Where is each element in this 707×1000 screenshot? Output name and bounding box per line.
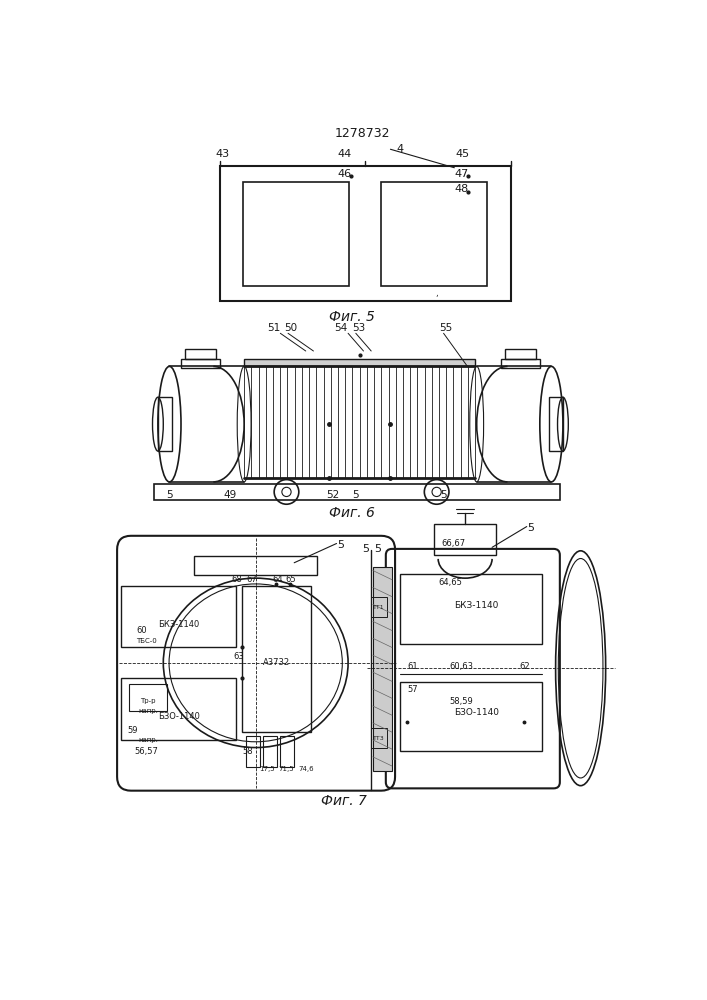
- Text: 63: 63: [233, 652, 244, 661]
- Text: Фиг. 7: Фиг. 7: [321, 794, 367, 808]
- Text: 5: 5: [440, 490, 447, 500]
- Bar: [242, 586, 311, 732]
- Text: 66,67: 66,67: [441, 539, 466, 548]
- Text: ,: ,: [436, 289, 438, 298]
- Text: БЗО-1140: БЗО-1140: [158, 712, 199, 721]
- Bar: [219, 166, 510, 301]
- Text: 5: 5: [351, 490, 358, 500]
- Text: 48: 48: [454, 184, 469, 194]
- Text: ТТ1: ТТ1: [373, 605, 385, 610]
- Bar: [371, 597, 387, 617]
- Bar: [371, 728, 387, 748]
- Bar: [194, 556, 317, 575]
- Bar: [399, 682, 542, 751]
- Text: 60,63: 60,63: [449, 662, 473, 671]
- Text: А3732: А3732: [263, 658, 290, 667]
- Bar: [121, 678, 236, 740]
- Text: 47: 47: [454, 169, 469, 179]
- Bar: [381, 182, 487, 286]
- Text: 5: 5: [337, 540, 344, 550]
- Bar: [281, 736, 294, 767]
- Text: 43: 43: [216, 149, 230, 159]
- Bar: [121, 586, 236, 647]
- Text: напр.: напр.: [138, 737, 158, 743]
- Text: 1278732: 1278732: [334, 127, 390, 140]
- Text: 44: 44: [337, 149, 351, 159]
- Bar: [244, 359, 475, 366]
- Text: ТБС-0: ТБС-0: [136, 638, 157, 644]
- Bar: [154, 484, 560, 500]
- Bar: [549, 397, 563, 451]
- Text: напр.: напр.: [138, 708, 158, 714]
- Text: 54: 54: [334, 323, 347, 333]
- Text: 51: 51: [267, 323, 280, 333]
- Text: 74,6: 74,6: [298, 766, 314, 772]
- Text: 58: 58: [243, 747, 253, 756]
- Text: 68: 68: [231, 575, 242, 584]
- Bar: [506, 349, 536, 359]
- Bar: [247, 736, 260, 767]
- Text: 49: 49: [223, 490, 237, 500]
- Text: 5: 5: [375, 544, 382, 554]
- Bar: [181, 359, 219, 368]
- Text: 17,5: 17,5: [259, 766, 275, 772]
- Text: Фиг. 5: Фиг. 5: [329, 310, 375, 324]
- Text: 64,65: 64,65: [438, 578, 462, 586]
- Text: 58,59: 58,59: [450, 697, 473, 706]
- Text: 71,5: 71,5: [279, 766, 294, 772]
- Text: 60: 60: [136, 626, 147, 635]
- Text: Фиг. 6: Фиг. 6: [329, 506, 375, 520]
- Text: 5: 5: [362, 544, 369, 554]
- Bar: [158, 397, 172, 451]
- Text: 61: 61: [407, 662, 418, 671]
- Bar: [244, 366, 475, 478]
- Text: 62: 62: [519, 662, 530, 671]
- Text: 64: 64: [272, 575, 283, 584]
- Text: 4: 4: [396, 144, 403, 154]
- Text: 45: 45: [456, 149, 470, 159]
- Text: 5: 5: [527, 523, 534, 533]
- Bar: [373, 567, 392, 771]
- Text: 55: 55: [439, 323, 452, 333]
- Text: ТТ3: ТТ3: [373, 736, 385, 741]
- Text: 50: 50: [284, 323, 297, 333]
- Text: БКЗ-1140: БКЗ-1140: [158, 620, 199, 629]
- Text: 57: 57: [407, 685, 418, 694]
- Bar: [129, 684, 167, 711]
- Bar: [243, 182, 349, 286]
- Text: 59: 59: [127, 726, 138, 735]
- Bar: [434, 524, 496, 555]
- Text: 46: 46: [337, 169, 351, 179]
- Text: 56,57: 56,57: [134, 747, 158, 756]
- Text: 52: 52: [326, 490, 339, 500]
- Bar: [185, 349, 216, 359]
- Bar: [501, 359, 540, 368]
- Text: БЗО-1140: БЗО-1140: [454, 708, 499, 717]
- Text: 67: 67: [247, 575, 257, 584]
- Text: БКЗ-1140: БКЗ-1140: [455, 601, 499, 610]
- Text: 65: 65: [286, 575, 296, 584]
- Text: 5: 5: [166, 490, 173, 500]
- Text: 53: 53: [352, 323, 366, 333]
- Bar: [264, 736, 277, 767]
- Text: Тр-р: Тр-р: [140, 698, 156, 704]
- Bar: [399, 574, 542, 644]
